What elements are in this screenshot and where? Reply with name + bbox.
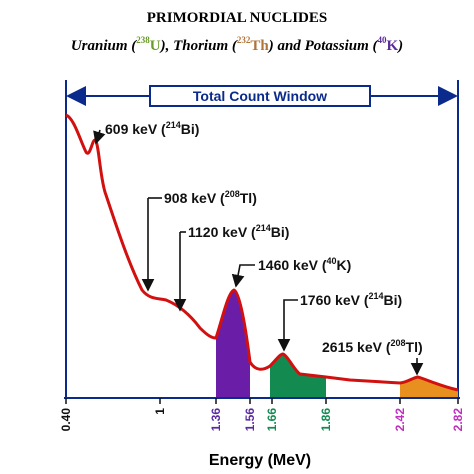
mass-number: 238 [136,35,150,45]
element: U [150,38,161,54]
spectrum-curve [65,113,459,392]
element: Bi) [181,121,200,137]
window-label: Total Count Window [193,88,327,104]
peak-energy: 1460 keV ( [258,257,327,273]
subtitle-part: Potassium ( [305,38,379,54]
tick-label: 1 [153,408,167,415]
title: PRIMORDIAL NUCLIDES [147,10,327,26]
peak-arrow [277,299,298,352]
peak-label: 1460 keV (40K) [258,256,351,273]
peak-energy: 1760 keV ( [300,292,369,308]
peak-energy: 908 keV ( [164,190,225,206]
tick-label: 1.36 [209,408,223,432]
peak-label: 908 keV (208Tl) [164,189,257,206]
tick-label: 2.42 [393,408,407,432]
th-region [400,377,458,398]
mass-number: 214 [256,223,271,233]
subtitle-part: Thorium ( [173,38,238,54]
mass-number: 208 [225,189,240,199]
element: K [387,38,399,54]
mass-number: 214 [166,120,181,130]
peak-label: 1120 keV (214Bi) [188,223,289,240]
peak-arrow [231,264,255,288]
tick-label: 1.56 [243,408,257,432]
subtitle-part: ) and [267,38,302,54]
x-axis-label: Energy (MeV) [209,452,311,469]
tick-label: 0.40 [59,408,73,432]
mass-number: 40 [378,35,388,45]
peak-arrow [93,129,106,145]
element: Th [250,38,269,54]
subtitle-part: ) [396,38,403,54]
tick-label: 1.86 [319,408,333,432]
u-region [270,354,326,398]
window-box [149,85,371,107]
tick-label: 2.82 [451,408,465,432]
element: Bi) [271,224,290,240]
peak-energy: 609 keV ( [105,121,166,137]
element: Tl) [240,190,257,206]
peak-label: 2615 keV (208Tl) [322,338,423,355]
mass-number: 208 [391,338,406,348]
peak-energy: 1120 keV ( [188,224,256,240]
tick-label: 1.66 [265,408,279,432]
peak-energy: 2615 keV ( [322,339,391,355]
peak-label: 1760 keV (214Bi) [300,291,402,308]
mass-number: 232 [237,35,251,45]
subtitle-part: Uranium ( [71,38,137,54]
mass-number: 214 [369,291,384,301]
mass-number: 40 [327,256,337,266]
peak-label: 609 keV (214Bi) [105,120,199,137]
k-region [216,290,250,398]
element: K) [337,257,352,273]
element: Tl) [406,339,423,355]
subtitle: Uranium (238U), Thorium (232Th) and Pota… [71,35,403,54]
element: Bi) [384,292,403,308]
subtitle-part: ), [159,38,170,54]
